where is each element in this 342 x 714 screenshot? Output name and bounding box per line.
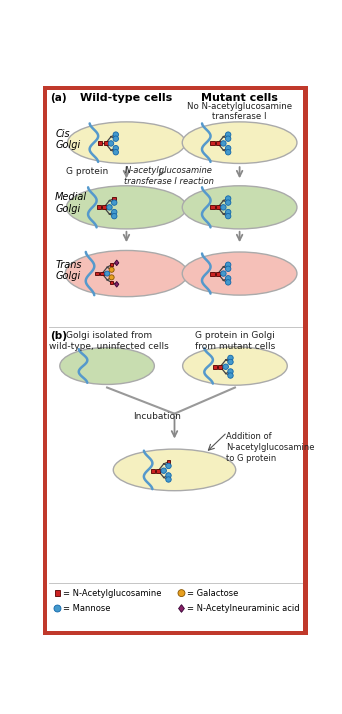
Circle shape (105, 271, 110, 276)
Ellipse shape (68, 122, 185, 164)
Circle shape (166, 473, 171, 478)
Circle shape (225, 196, 231, 201)
Text: Wild-type cells: Wild-type cells (80, 94, 173, 104)
Bar (96, 206, 101, 209)
Bar (216, 206, 220, 209)
Ellipse shape (183, 347, 287, 386)
Circle shape (109, 267, 114, 272)
Text: N-acetylglucosamine
transferase I reaction: N-acetylglucosamine transferase I reacti… (124, 166, 214, 186)
Circle shape (228, 355, 233, 361)
Circle shape (166, 477, 171, 482)
Ellipse shape (65, 251, 188, 296)
Circle shape (113, 132, 119, 137)
Ellipse shape (182, 186, 297, 229)
Circle shape (113, 146, 119, 151)
Bar (210, 141, 214, 146)
Text: Mutant cells: Mutant cells (201, 94, 278, 104)
Bar (156, 468, 160, 473)
Bar (100, 271, 104, 276)
Bar (216, 141, 220, 146)
Circle shape (161, 468, 167, 473)
Circle shape (225, 200, 231, 206)
Bar (102, 206, 106, 209)
Circle shape (111, 213, 117, 219)
Polygon shape (115, 281, 119, 287)
Bar (210, 206, 214, 209)
Circle shape (225, 266, 231, 271)
Circle shape (178, 590, 185, 597)
Text: (b): (b) (51, 331, 67, 341)
Circle shape (225, 149, 231, 155)
Bar (110, 281, 113, 284)
Bar (167, 460, 170, 463)
Ellipse shape (113, 449, 236, 491)
Circle shape (54, 605, 61, 612)
Text: = N-Acetylglucosamine: = N-Acetylglucosamine (63, 588, 161, 598)
Circle shape (221, 205, 226, 210)
Circle shape (107, 205, 112, 210)
Circle shape (225, 209, 231, 215)
Circle shape (113, 136, 119, 141)
Circle shape (225, 146, 231, 151)
Text: = Galactose: = Galactose (187, 588, 238, 598)
Bar (110, 263, 113, 266)
Bar (216, 271, 220, 276)
Text: Medial
Golgi: Medial Golgi (55, 192, 87, 213)
Circle shape (225, 213, 231, 219)
Bar (151, 468, 155, 473)
Circle shape (108, 141, 114, 146)
Circle shape (111, 200, 117, 206)
Text: Incubation: Incubation (133, 412, 181, 421)
Circle shape (113, 149, 119, 155)
Circle shape (228, 368, 233, 374)
Bar (95, 271, 99, 276)
Circle shape (225, 132, 231, 137)
Circle shape (228, 373, 233, 378)
Ellipse shape (60, 348, 154, 384)
Text: Trans
Golgi: Trans Golgi (55, 260, 82, 281)
Ellipse shape (182, 252, 297, 295)
Text: G protein: G protein (66, 166, 108, 176)
Ellipse shape (182, 122, 297, 164)
Circle shape (225, 280, 231, 285)
Bar (113, 196, 116, 201)
Circle shape (221, 271, 226, 276)
Polygon shape (115, 260, 119, 266)
Bar (98, 141, 102, 146)
Text: Addition of
N-acetylglucosamine
to G protein: Addition of N-acetylglucosamine to G pro… (226, 432, 314, 463)
Text: Cis
Golgi: Cis Golgi (55, 129, 80, 151)
Bar (55, 590, 61, 596)
Circle shape (225, 262, 231, 268)
Text: (a): (a) (51, 94, 67, 104)
Circle shape (225, 136, 231, 141)
Circle shape (228, 359, 233, 365)
Circle shape (221, 141, 226, 146)
Bar (213, 365, 217, 368)
Bar (218, 365, 222, 368)
Bar (104, 141, 108, 146)
Text: Golgi isolated from
wild-type, uninfected cells: Golgi isolated from wild-type, uninfecte… (49, 331, 169, 351)
Text: No N-acetylglucosamine
transferase I: No N-acetylglucosamine transferase I (187, 102, 292, 121)
Text: = N-Acetylneuraminic acid: = N-Acetylneuraminic acid (187, 604, 300, 613)
Bar (210, 271, 214, 276)
Ellipse shape (66, 186, 186, 229)
Polygon shape (179, 605, 184, 613)
Circle shape (109, 275, 114, 280)
Circle shape (111, 209, 117, 215)
Circle shape (225, 276, 231, 281)
Text: = Mannose: = Mannose (63, 604, 110, 613)
Circle shape (223, 364, 228, 369)
Circle shape (166, 463, 171, 468)
Text: G protein in Golgi
from mutant cells: G protein in Golgi from mutant cells (195, 331, 275, 351)
